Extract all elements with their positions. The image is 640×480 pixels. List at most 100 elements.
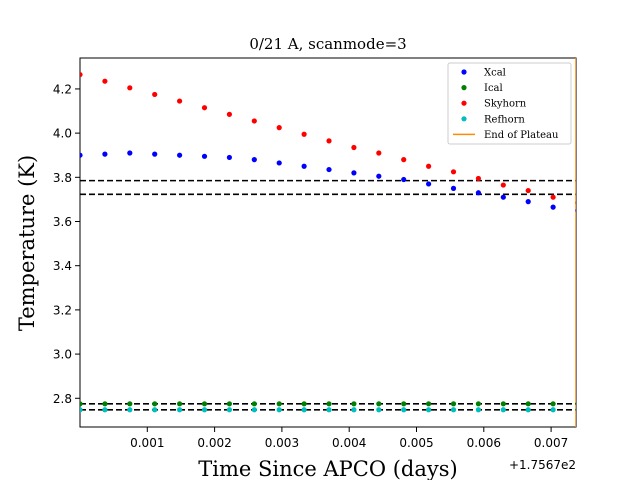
- x-tick-label: 0.007: [534, 436, 568, 450]
- skyhorn-point: [351, 144, 357, 151]
- refhorn-point: [102, 407, 108, 413]
- skyhorn-point: [376, 150, 382, 156]
- xcal-point: [127, 150, 133, 156]
- x-axis-label: Time Since APCO (days): [198, 457, 457, 480]
- legend-marker-refhorn: [461, 116, 467, 122]
- legend-box: [447, 62, 572, 145]
- ical-point: [401, 401, 407, 407]
- refhorn-point: [351, 407, 357, 413]
- x-tick-label: 0.001: [130, 436, 164, 450]
- ical-point: [301, 401, 307, 407]
- ical-point: [251, 401, 257, 407]
- xcal-point: [351, 170, 357, 176]
- refhorn-point: [426, 407, 432, 413]
- xcal-point: [550, 204, 556, 210]
- refhorn-point: [152, 407, 158, 413]
- ical-point: [376, 401, 382, 407]
- refhorn-point: [251, 407, 257, 413]
- skyhorn-point: [401, 157, 407, 163]
- ical-point: [102, 401, 108, 407]
- plot-area: [80, 58, 576, 427]
- skyhorn-point: [326, 138, 332, 144]
- ical-point: [152, 401, 158, 407]
- refhorn-point: [201, 407, 208, 413]
- ical-point: [475, 401, 482, 407]
- skyhorn-point: [201, 105, 208, 111]
- x-tick-label: 0.002: [197, 436, 231, 450]
- xcal-point: [401, 176, 407, 183]
- chart-legend: Xcal Ical Skyhorn Refhorn End of Plateau: [447, 62, 572, 145]
- skyhorn-point: [475, 175, 482, 182]
- refhorn-point: [127, 407, 133, 413]
- y-tick-label: 4.2: [53, 82, 72, 96]
- ical-point: [326, 401, 332, 407]
- refhorn-point: [401, 407, 407, 413]
- xcal-point: [450, 185, 457, 191]
- refhorn-point: [226, 407, 233, 413]
- legend-label-ical: Ical: [484, 83, 503, 94]
- xcal-point: [276, 160, 282, 166]
- ical-point: [525, 401, 531, 407]
- ical-point: [550, 401, 556, 407]
- ical-point: [177, 401, 183, 407]
- xcal-point: [80, 152, 83, 158]
- ical-point: [276, 401, 282, 407]
- skyhorn-point: [251, 118, 257, 124]
- legend-label-refhorn: Refhorn: [484, 114, 525, 125]
- skyhorn-point: [276, 125, 282, 131]
- xcal-point: [102, 151, 108, 157]
- ical-point: [500, 401, 506, 407]
- refhorn-point: [450, 407, 457, 413]
- legend-label-skyhorn: Skyhorn: [484, 99, 527, 110]
- y-tick-label: 3.2: [53, 303, 72, 317]
- refhorn-point: [301, 407, 307, 413]
- ical-point: [127, 401, 133, 407]
- y-tick-label: 3.4: [53, 259, 72, 273]
- xcal-point: [226, 154, 233, 161]
- skyhorn-point: [301, 131, 307, 137]
- ical-point: [201, 401, 208, 407]
- skyhorn-point: [450, 169, 457, 175]
- refhorn-point: [177, 407, 183, 413]
- xcal-point: [426, 181, 432, 187]
- y-tick-label: 3.8: [53, 171, 72, 185]
- ical-point: [450, 401, 457, 407]
- xcal-point: [376, 173, 382, 179]
- xcal-point: [575, 208, 576, 213]
- skyhorn-point: [575, 201, 576, 205]
- legend-marker-skyhorn: [461, 100, 467, 106]
- refhorn-point: [326, 407, 332, 413]
- legend-label-end-of-plateau: End of Plateau: [484, 130, 559, 141]
- skyhorn-point: [80, 71, 83, 78]
- refhorn-point: [376, 407, 382, 413]
- xcal-point: [301, 163, 307, 169]
- y-tick-label: 3.6: [53, 215, 72, 229]
- ical-point: [351, 401, 357, 407]
- xcal-point: [475, 190, 482, 196]
- legend-marker-xcal: [461, 69, 467, 75]
- ical-point: [426, 401, 432, 407]
- refhorn-point: [475, 407, 482, 413]
- x-offset-label: +1.7567e2: [509, 458, 576, 472]
- y-tick-label: 4.0: [53, 127, 72, 141]
- xcal-point: [201, 153, 208, 159]
- xcal-point: [326, 166, 332, 173]
- xcal-point: [177, 152, 183, 158]
- y-axis-label: Temperature (K): [15, 155, 39, 331]
- xcal-point: [251, 157, 257, 163]
- skyhorn-point: [152, 91, 158, 98]
- skyhorn-point: [426, 163, 432, 169]
- skyhorn-point: [127, 85, 133, 91]
- xcal-point: [525, 199, 531, 205]
- skyhorn-point: [177, 98, 183, 104]
- refhorn-point: [575, 408, 576, 412]
- x-tick-label: 0.005: [399, 436, 433, 450]
- chart-title: 0/21 A, scanmode=3: [249, 35, 406, 53]
- ical-point: [226, 401, 233, 407]
- refhorn-point: [276, 407, 282, 413]
- x-tick-label: 0.004: [332, 436, 366, 450]
- y-tick-label: 3.0: [53, 348, 72, 362]
- y-tick-label: 2.8: [53, 392, 72, 406]
- chart-marks: 0.001 0.002 0.003 0.004 0.005 0.006 0.007 2.8 3.…: [53, 57, 577, 450]
